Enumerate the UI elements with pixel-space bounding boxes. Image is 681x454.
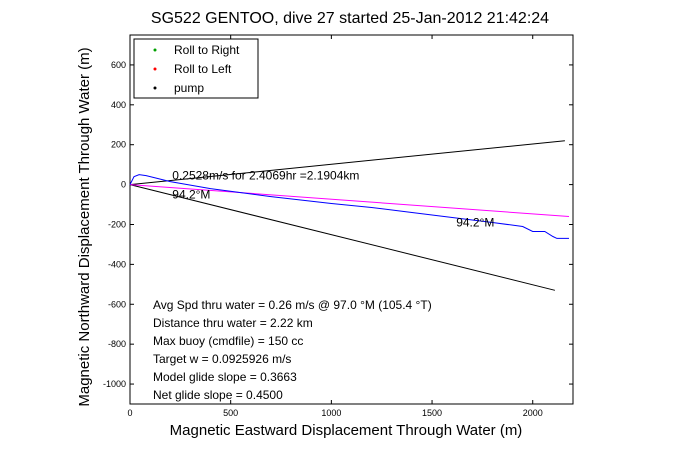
- legend-label: Roll to Left: [174, 62, 232, 76]
- legend-marker: [153, 48, 157, 52]
- stat-line: Avg Spd thru water = 0.26 m/s @ 97.0 °M …: [153, 298, 432, 312]
- legend: Roll to Right Roll to Left pump: [133, 38, 259, 99]
- series-line-2: [129, 184, 556, 291]
- axis-ticks: 0 500 1000 1500 2000 -1000 -800 -600 -400 -200 0 20…: [103, 35, 573, 418]
- series-line-1: [129, 140, 565, 186]
- x-tick-label: 1500: [422, 408, 442, 418]
- y-tick-label: -800: [108, 339, 126, 349]
- data-series: [129, 140, 570, 291]
- y-tick-label: 0: [121, 180, 126, 190]
- legend-marker: [153, 86, 157, 90]
- x-tick-label: 1000: [321, 408, 341, 418]
- x-tick-label: 500: [223, 408, 238, 418]
- legend-marker: [153, 67, 157, 71]
- stat-line: Model glide slope = 0.3663: [153, 370, 297, 384]
- chart-title: SG522 GENTOO, dive 27 started 25-Jan-201…: [151, 10, 549, 27]
- y-tick-label: -200: [108, 219, 126, 229]
- series-line-3: [129, 184, 570, 217]
- y-tick-label: 400: [111, 100, 126, 110]
- y-tick-label: -600: [108, 299, 126, 309]
- x-axis-label: Magnetic Eastward Displacement Through W…: [170, 422, 523, 439]
- y-tick-label: 600: [111, 60, 126, 70]
- chart-annotations: 0.2528m/s for 2.4069hr =2.1904km 94.2°M 94…: [172, 169, 494, 230]
- dive-stats: Avg Spd thru water = 0.26 m/s @ 97.0 °M …: [153, 298, 432, 402]
- y-tick-label: 200: [111, 140, 126, 150]
- x-tick-label: 2000: [523, 408, 543, 418]
- y-tick-label: -400: [108, 259, 126, 269]
- annotation-label: 94.2°M: [456, 215, 494, 229]
- annotation-label: 0.2528m/s for 2.4069hr =2.1904km: [172, 169, 359, 183]
- x-tick-label: 0: [127, 408, 132, 418]
- legend-label: pump: [174, 81, 204, 95]
- stat-line: Target w = 0.0925926 m/s: [153, 352, 291, 366]
- annotation-label: 94.2°M: [172, 188, 210, 202]
- stat-line: Max buoy (cmdfile) = 150 cc: [153, 334, 303, 348]
- y-axis-label: Magnetic Northward Displacement Through …: [76, 47, 93, 406]
- stat-line: Distance thru water = 2.22 km: [153, 316, 313, 330]
- y-tick-label: -1000: [103, 379, 126, 389]
- stat-line: Net glide slope = 0.4500: [153, 388, 283, 402]
- legend-label: Roll to Right: [174, 43, 240, 57]
- series-line-4: [129, 174, 569, 239]
